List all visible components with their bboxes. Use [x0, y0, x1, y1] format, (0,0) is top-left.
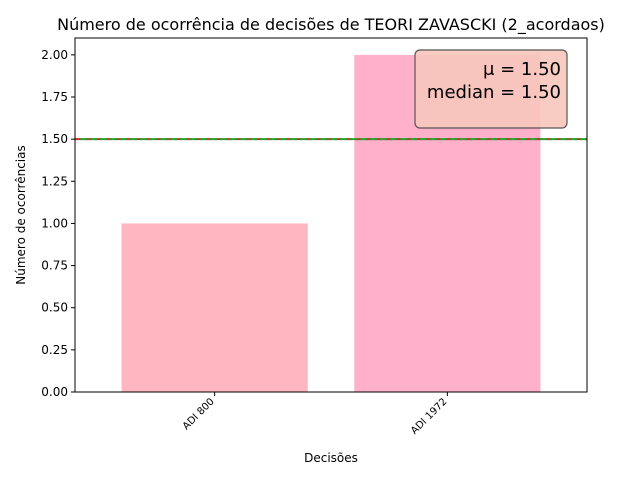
stats-box: μ = 1.50 median = 1.50 [414, 49, 568, 129]
y-tick-label: 0.50 [41, 301, 68, 315]
y-tick-label: 2.00 [41, 48, 68, 62]
y-tick-label: 0.75 [41, 259, 68, 273]
median-annotation: median = 1.50 [427, 82, 561, 103]
x-tick-label: ADI 1972 [409, 396, 449, 436]
x-tick-label: ADI 800 [181, 396, 217, 432]
y-tick-label: 0.25 [41, 343, 68, 357]
y-tick-label: 1.25 [41, 174, 68, 188]
y-tick-label: 1.50 [41, 132, 68, 146]
x-axis-label: Decisões [304, 451, 358, 465]
x-axis-ticks: ADI 800 ADI 1972 [181, 392, 449, 437]
y-tick-label: 1.75 [41, 90, 68, 104]
chart-title: Número de ocorrência de decisões de TEOR… [57, 15, 605, 35]
y-tick-label: 0.00 [41, 385, 68, 399]
y-axis-label: Número de ocorrências [14, 145, 28, 285]
stats-box-background [414, 49, 568, 129]
y-tick-label: 1.00 [41, 216, 68, 230]
mean-annotation: μ = 1.50 [483, 59, 561, 80]
y-axis-ticks: 0.00 0.25 0.50 0.75 1.00 1.25 1.50 1.75 2.00 [41, 48, 75, 399]
bar-adi-800 [121, 223, 308, 392]
axes-frame [74, 37, 588, 393]
